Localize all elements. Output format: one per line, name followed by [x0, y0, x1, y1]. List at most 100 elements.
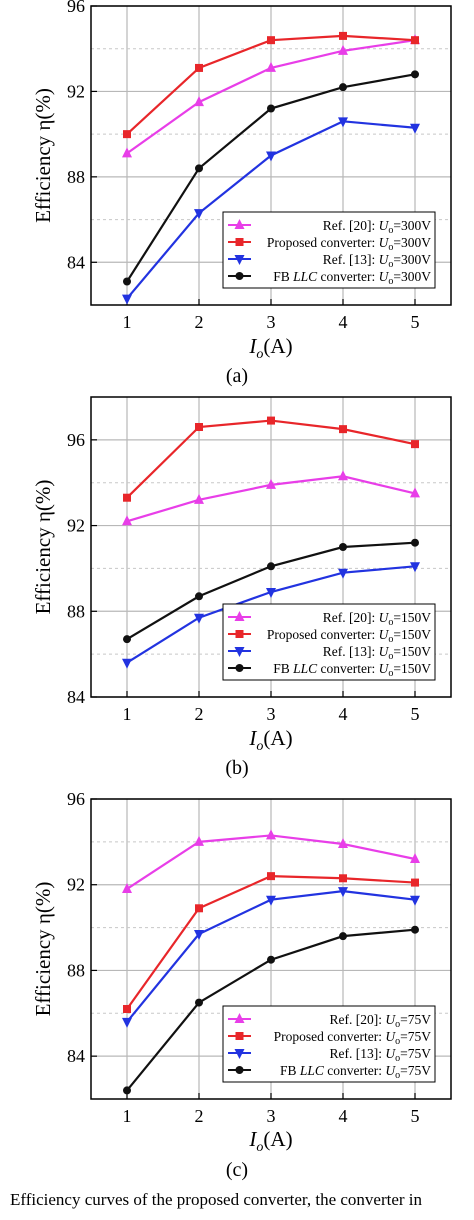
data-point	[267, 562, 275, 571]
series-3	[122, 887, 420, 1028]
y-axis-label: Efficiency η(%)	[31, 88, 55, 223]
series-1	[122, 34, 420, 158]
legend-swatch-marker	[234, 255, 245, 265]
data-point	[194, 930, 204, 940]
y-axis-label: Efficiency η(%)	[31, 882, 55, 1017]
data-point	[339, 874, 347, 883]
data-point	[410, 895, 420, 906]
data-point	[338, 838, 348, 848]
y-tick-label: 88	[67, 601, 85, 621]
data-point	[339, 932, 347, 941]
legend-box	[222, 211, 436, 289]
x-tick-label: 5	[411, 312, 420, 332]
panel-label: (c)	[226, 1159, 248, 1181]
data-point	[194, 613, 204, 624]
legend-entry: Proposed converter: Uo=75V	[274, 1029, 432, 1047]
data-point	[122, 883, 132, 893]
data-point	[195, 423, 203, 431]
series-3	[122, 562, 420, 669]
x-tick-label: 4	[339, 312, 348, 332]
series-2	[123, 416, 419, 502]
x-tick-label: 1	[123, 704, 132, 724]
panel-label: (a)	[226, 365, 248, 387]
legend-swatch-marker	[235, 630, 244, 638]
data-point	[338, 470, 348, 481]
y-tick-label: 84	[67, 252, 85, 272]
series-3	[122, 117, 420, 305]
chart-panel-1: 1 2 3 4 5 84 88 92 96 Io(A) Efficiency η(%) (a) Ref.…	[31, 0, 452, 387]
data-point	[266, 151, 276, 162]
x-tick-label: 5	[411, 1106, 420, 1126]
legend-box	[222, 603, 436, 681]
x-tick-label: 3	[267, 1106, 276, 1126]
data-point	[266, 478, 276, 489]
data-point	[123, 1005, 131, 1013]
data-point	[195, 904, 203, 913]
data-point	[410, 853, 420, 863]
data-point	[411, 36, 419, 45]
legend-swatch-marker	[235, 238, 244, 246]
data-point	[339, 543, 347, 551]
data-point	[123, 1086, 131, 1095]
data-point	[339, 83, 347, 92]
series-4	[123, 925, 419, 1095]
data-point	[195, 998, 203, 1007]
data-point	[411, 878, 419, 887]
data-point	[122, 658, 132, 669]
x-tick-label: 4	[339, 1106, 348, 1126]
data-point	[410, 487, 420, 498]
legend-entry: FB LLC converter: Uo=75V	[280, 1063, 431, 1081]
legend-swatch-marker	[234, 611, 245, 621]
x-axis-label: Io(A)	[248, 726, 292, 754]
series-2	[123, 872, 419, 1013]
y-tick-label: 84	[67, 687, 85, 707]
data-point	[338, 887, 348, 898]
legend-swatch-marker	[234, 219, 245, 229]
y-tick-label: 96	[67, 0, 85, 16]
x-axis-label: Io(A)	[248, 334, 292, 362]
data-point	[194, 96, 204, 107]
data-point	[266, 829, 276, 840]
x-tick-label: 2	[195, 312, 204, 332]
data-point	[122, 294, 132, 305]
x-tick-label: 2	[195, 704, 204, 724]
legend-entry: Proposed converter: Uo=300V	[267, 235, 431, 253]
data-point	[122, 147, 132, 158]
data-point	[411, 538, 419, 547]
panel-label: (b)	[225, 757, 248, 779]
data-point	[122, 515, 132, 526]
data-point	[194, 209, 204, 220]
chart-panel-2: 1 2 3 4 5 84 88 92 96 Io(A) Efficiency η(%) (b) Ref.…	[31, 396, 452, 779]
y-tick-label: 88	[67, 167, 85, 187]
x-tick-label: 2	[195, 1106, 204, 1126]
data-point	[195, 592, 203, 601]
y-tick-label: 88	[67, 960, 85, 980]
y-tick-label: 92	[67, 516, 85, 536]
data-point	[266, 895, 276, 906]
legend-entry: FB LLC converter: Uo=300V	[273, 269, 431, 287]
data-point	[122, 1017, 132, 1028]
legend-entry: Ref. [20]: Uo=150V	[323, 610, 431, 628]
legend-swatch-marker	[235, 272, 244, 280]
legend-entry: Proposed converter: Uo=150V	[267, 627, 431, 645]
data-point	[195, 63, 203, 72]
data-point	[123, 493, 131, 502]
legend-swatch-marker	[235, 1032, 244, 1040]
data-point	[267, 104, 275, 113]
data-point	[410, 562, 420, 573]
x-tick-label: 1	[123, 312, 132, 332]
data-point	[338, 568, 348, 579]
legend-entry: FB LLC converter: Uo=150V	[273, 661, 431, 679]
legend-entry: Ref. [20]: Uo=75V	[330, 1012, 432, 1030]
legend-swatch-marker	[234, 1013, 245, 1023]
x-tick-label: 4	[339, 704, 348, 724]
data-point	[194, 493, 204, 504]
data-point	[267, 955, 275, 964]
y-tick-label: 84	[67, 1046, 85, 1066]
data-point	[123, 277, 131, 286]
x-tick-label: 3	[267, 312, 276, 332]
x-tick-label: 3	[267, 704, 276, 724]
series-4	[123, 70, 419, 286]
